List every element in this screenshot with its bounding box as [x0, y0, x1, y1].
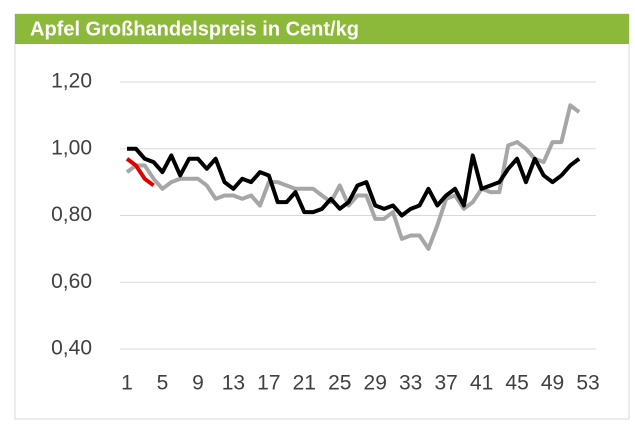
x-tick-label: 21 [293, 372, 316, 395]
x-tick-label: 37 [434, 372, 457, 395]
chart-frame [14, 13, 630, 420]
x-tick-label: 13 [222, 372, 245, 395]
x-tick-label: 17 [257, 372, 280, 395]
x-tick-label: 53 [576, 372, 599, 395]
chart-title: Apfel Großhandelspreis in Cent/kg [30, 18, 359, 40]
y-tick-label: 1,00 [51, 136, 92, 159]
y-tick-label: 0,60 [51, 270, 92, 293]
x-tick-label: 45 [505, 372, 528, 395]
y-tick-label: 0,40 [51, 337, 92, 360]
x-tick-label: 9 [192, 372, 204, 395]
y-tick-label: 0,80 [51, 203, 92, 226]
title-bar [15, 14, 629, 44]
x-tick-label: 29 [364, 372, 387, 395]
x-tick-label: 5 [157, 372, 169, 395]
x-tick-label: 33 [399, 372, 422, 395]
x-tick-label: 1 [121, 372, 133, 395]
x-tick-label: 25 [328, 372, 351, 395]
x-tick-label: 49 [541, 372, 564, 395]
x-tick-label: 41 [470, 372, 493, 395]
series-line [125, 157, 155, 188]
series-line [127, 146, 581, 218]
series-line [125, 103, 581, 251]
y-tick-label: 1,20 [51, 70, 92, 93]
